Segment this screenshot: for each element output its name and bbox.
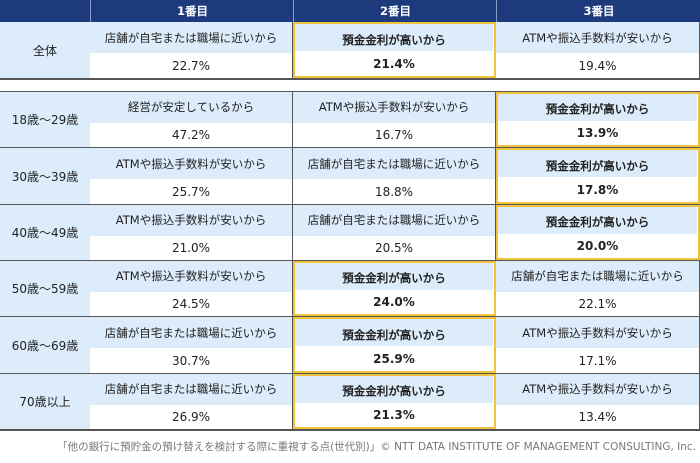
answer-text: 店舗が自宅または職場に近いから xyxy=(90,317,292,350)
answer-cell: ATMや振込手数料が安いから 13.4% xyxy=(496,374,700,429)
answer-cell: ATMや振込手数料が安いから 16.7% xyxy=(293,92,496,147)
answer-text: 店舗が自宅または職場に近いから xyxy=(293,205,495,237)
answer-percent: 21.0% xyxy=(90,235,292,260)
header-rank-2: 2番目 xyxy=(293,0,497,22)
age-group-table: 18歳～29歳 経営が安定しているから 47.2% ATMや振込手数料が安いから… xyxy=(0,91,700,431)
answer-cell: ATMや振込手数料が安いから 19.4% xyxy=(496,22,700,78)
answer-cell: 預金金利が高いから 24.0% xyxy=(293,261,496,316)
answer-cell: 店舗が自宅または職場に近いから 20.5% xyxy=(293,205,496,260)
answer-cell: 経営が安定しているから 47.2% xyxy=(90,92,293,147)
answer-percent: 22.7% xyxy=(90,53,292,78)
age-group-row: 40歳～49歳 ATMや振込手数料が安いから 21.0% 店舗が自宅または職場に… xyxy=(0,205,700,261)
answer-text: 預金金利が高いから xyxy=(498,150,697,183)
header-rank-3: 3番目 xyxy=(496,0,700,22)
answer-percent: 21.3% xyxy=(295,402,493,427)
answer-percent: 13.9% xyxy=(498,120,697,145)
answer-percent: 25.9% xyxy=(295,346,493,371)
answer-cell: 預金金利が高いから 21.4% xyxy=(293,22,496,78)
row-label: 70歳以上 xyxy=(0,374,91,429)
row-label: 18歳～29歳 xyxy=(0,92,91,147)
row-label: 30歳～39歳 xyxy=(0,148,91,204)
answer-text: ATMや振込手数料が安いから xyxy=(90,261,292,293)
row-label: 50歳～59歳 xyxy=(0,261,91,316)
age-group-row: 60歳～69歳 店舗が自宅または職場に近いから 30.7% 預金金利が高いから … xyxy=(0,317,700,374)
answer-cell: ATMや振込手数料が安いから 25.7% xyxy=(90,148,293,204)
answer-percent: 21.4% xyxy=(295,51,493,76)
header-corner xyxy=(0,0,90,22)
answer-cell: 店舗が自宅または職場に近いから 30.7% xyxy=(90,317,293,373)
answer-percent: 30.7% xyxy=(90,348,292,373)
answer-text: 預金金利が高いから xyxy=(295,24,493,57)
answer-percent: 20.0% xyxy=(498,233,697,258)
answer-percent: 25.7% xyxy=(90,179,292,204)
age-group-row: 50歳～59歳 ATMや振込手数料が安いから 24.5% 預金金利が高いから 2… xyxy=(0,261,700,317)
answer-cell: 預金金利が高いから 17.8% xyxy=(496,148,700,204)
answer-text: ATMや振込手数料が安いから xyxy=(496,22,699,55)
answer-percent: 22.1% xyxy=(496,291,699,316)
answer-text: 経営が安定しているから xyxy=(90,92,292,124)
column-header-row: 1番目 2番目 3番目 xyxy=(0,0,700,23)
answer-cell: 預金金利が高いから 25.9% xyxy=(293,317,496,373)
age-group-row: 30歳～39歳 ATMや振込手数料が安いから 25.7% 店舗が自宅または職場に… xyxy=(0,148,700,205)
answer-cell: 店舗が自宅または職場に近いから 22.7% xyxy=(90,22,293,78)
answer-percent: 13.4% xyxy=(496,404,699,429)
answer-text: 店舗が自宅または職場に近いから xyxy=(496,261,699,293)
answer-percent: 17.1% xyxy=(496,348,699,373)
answer-cell: 店舗が自宅または職場に近いから 26.9% xyxy=(90,374,293,429)
answer-percent: 24.0% xyxy=(295,289,493,314)
answer-cell: 店舗が自宅または職場に近いから 18.8% xyxy=(293,148,496,204)
header-rank-1: 1番目 xyxy=(90,0,294,22)
age-group-row: 70歳以上 店舗が自宅または職場に近いから 26.9% 預金金利が高いから 21… xyxy=(0,374,700,430)
overall-row: 全体 店舗が自宅または職場に近いから 22.7% 預金金利が高いから 21.4%… xyxy=(0,22,700,79)
answer-text: 預金金利が高いから xyxy=(295,376,493,408)
answer-percent: 19.4% xyxy=(496,53,699,78)
answer-percent: 20.5% xyxy=(293,235,495,260)
answer-text: ATMや振込手数料が安いから xyxy=(90,205,292,237)
answer-text: 店舗が自宅または職場に近いから xyxy=(90,22,292,55)
answer-percent: 47.2% xyxy=(90,122,292,147)
answer-cell: ATMや振込手数料が安いから 17.1% xyxy=(496,317,700,373)
row-label: 60歳～69歳 xyxy=(0,317,91,373)
answer-text: ATMや振込手数料が安いから xyxy=(496,374,699,406)
answer-percent: 26.9% xyxy=(90,404,292,429)
answer-text: 預金金利が高いから xyxy=(295,319,493,352)
answer-text: ATMや振込手数料が安いから xyxy=(293,92,495,124)
answer-percent: 17.8% xyxy=(498,177,697,202)
answer-percent: 18.8% xyxy=(293,179,495,204)
row-label: 40歳～49歳 xyxy=(0,205,91,260)
answer-cell: 預金金利が高いから 20.0% xyxy=(496,205,700,260)
answer-cell: 預金金利が高いから 13.9% xyxy=(496,92,700,147)
source-caption: 「他の銀行に預貯金の預け替えを検討する際に重視する点(世代別)」© NTT DA… xyxy=(57,441,696,453)
age-group-row: 18歳～29歳 経営が安定しているから 47.2% ATMや振込手数料が安いから… xyxy=(0,92,700,148)
answer-cell: 預金金利が高いから 21.3% xyxy=(293,374,496,429)
answer-cell: 店舗が自宅または職場に近いから 22.1% xyxy=(496,261,700,316)
answer-cell: ATMや振込手数料が安いから 24.5% xyxy=(90,261,293,316)
answer-percent: 16.7% xyxy=(293,122,495,147)
answer-percent: 24.5% xyxy=(90,291,292,316)
answer-text: ATMや振込手数料が安いから xyxy=(496,317,699,350)
overall-table: 全体 店舗が自宅または職場に近いから 22.7% 預金金利が高いから 21.4%… xyxy=(0,22,700,80)
row-label: 全体 xyxy=(0,22,91,78)
answer-text: 預金金利が高いから xyxy=(498,94,697,126)
answer-text: ATMや振込手数料が安いから xyxy=(90,148,292,181)
answer-text: 店舗が自宅または職場に近いから xyxy=(293,148,495,181)
answer-text: 店舗が自宅または職場に近いから xyxy=(90,374,292,406)
answer-cell: ATMや振込手数料が安いから 21.0% xyxy=(90,205,293,260)
